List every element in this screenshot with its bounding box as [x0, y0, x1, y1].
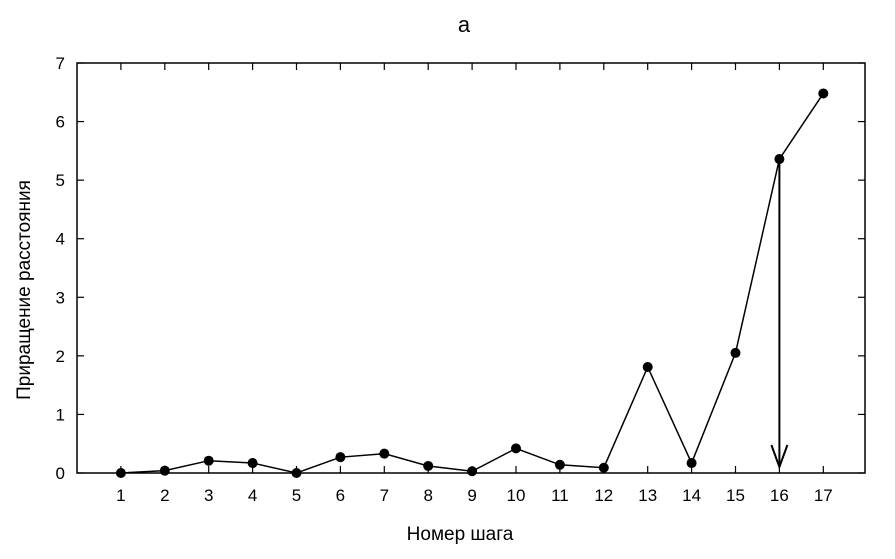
x-tick-label: 9 [467, 486, 476, 505]
chart-title: а [458, 12, 471, 37]
y-tick-label: 2 [56, 347, 65, 366]
y-axis-title: Приращение расстояния [14, 180, 35, 400]
x-tick-label: 17 [814, 486, 833, 505]
data-point [510, 443, 521, 454]
x-tick-label: 1 [116, 486, 125, 505]
x-tick-label: 10 [507, 486, 526, 505]
x-tick-label: 12 [594, 486, 613, 505]
data-point [467, 466, 478, 477]
x-tick-label: 16 [770, 486, 789, 505]
x-tick-label: 15 [726, 486, 745, 505]
series-layer [115, 88, 829, 478]
x-tick-label: 5 [292, 486, 301, 505]
x-tick-label: 7 [380, 486, 389, 505]
data-point [730, 347, 741, 358]
annotation-arrow-head [770, 444, 789, 470]
data-point [291, 468, 302, 478]
series-line [120, 93, 824, 474]
data-point [554, 459, 565, 470]
annotation-layer [770, 159, 789, 470]
plot-frame [76, 62, 866, 474]
data-point [159, 465, 170, 476]
x-tick-label: 2 [160, 486, 169, 505]
y-tick-label: 7 [56, 54, 65, 73]
y-tick-label: 0 [56, 464, 65, 483]
data-point [818, 88, 829, 99]
data-point [379, 448, 390, 459]
y-tick-label: 1 [56, 405, 65, 424]
y-axis: 0 1 2 3 4 5 6 7 [56, 54, 865, 483]
x-tick-label: 11 [551, 486, 569, 505]
x-axis: 1 2 3 4 5 6 7 8 9 10 11 12 13 14 15 16 17 [116, 63, 833, 505]
data-point [423, 460, 434, 471]
y-tick-label: 3 [56, 288, 65, 307]
x-tick-label: 4 [248, 486, 257, 505]
x-tick-label: 6 [336, 486, 345, 505]
x-axis-title: Номер шага [407, 524, 514, 545]
x-tick-label: 13 [638, 486, 657, 505]
data-point [203, 455, 214, 466]
y-tick-label: 5 [56, 171, 65, 190]
data-point [335, 452, 346, 463]
x-tick-label: 3 [204, 486, 213, 505]
data-point [598, 462, 609, 473]
data-point [247, 458, 258, 469]
data-point [642, 361, 653, 372]
y-tick-label: 6 [56, 113, 65, 132]
data-point [115, 468, 126, 478]
x-tick-label: 14 [682, 486, 701, 505]
y-tick-label: 4 [56, 230, 65, 249]
x-tick-label: 8 [423, 486, 432, 505]
data-point [686, 458, 697, 469]
